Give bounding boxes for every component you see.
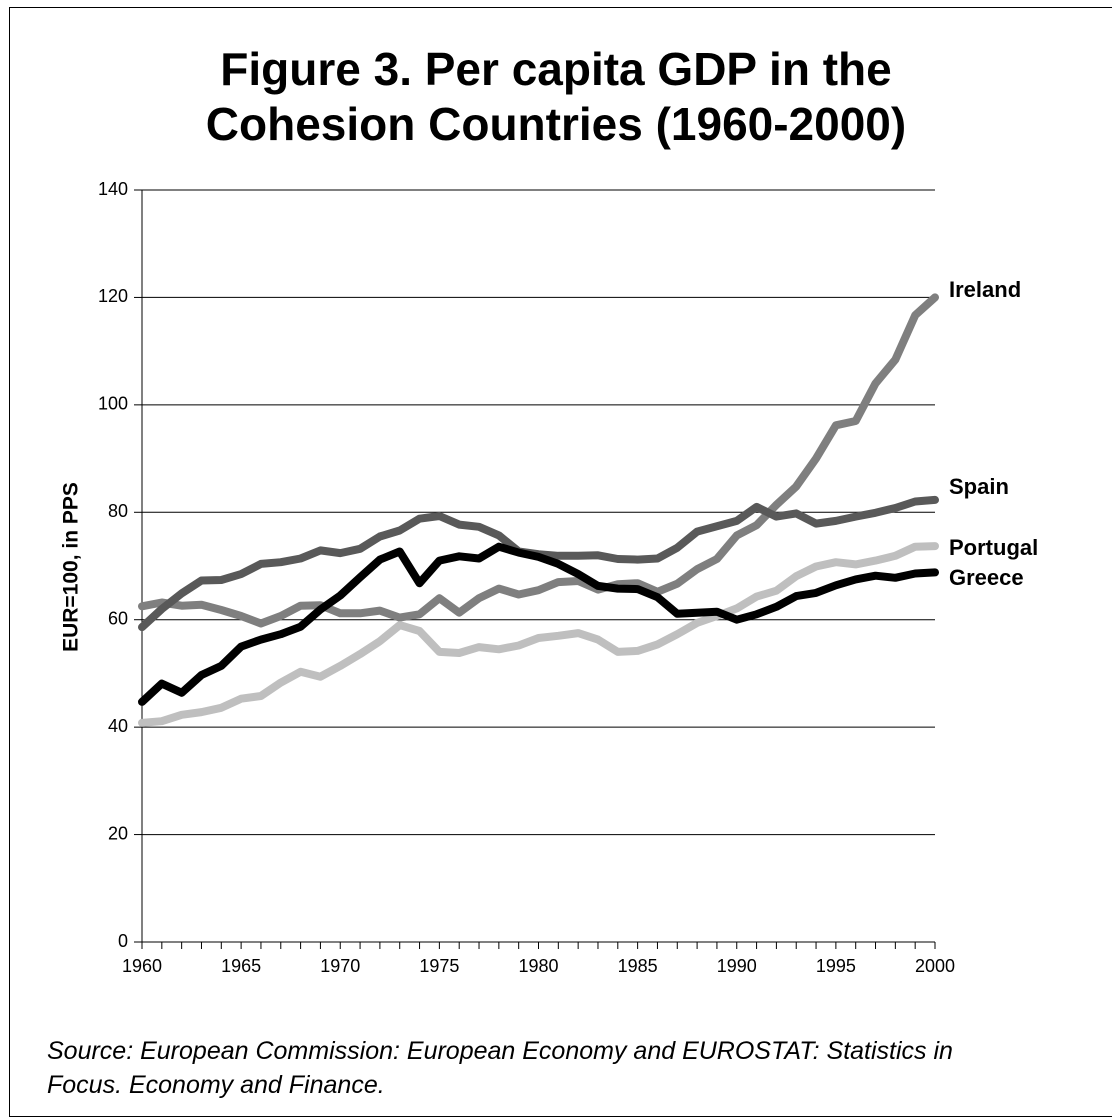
series-label-greece: Greece xyxy=(949,565,1024,590)
chart-title-line-1: Figure 3. Per capita GDP in the xyxy=(220,43,892,95)
series-line-portugal xyxy=(138,542,939,727)
series-lines xyxy=(138,293,939,727)
chart-title: Figure 3. Per capita GDP in the Cohesion… xyxy=(0,42,1112,152)
y-tick-label: 140 xyxy=(98,179,128,199)
source-note: Source: European Commission: European Ec… xyxy=(47,1034,1112,1102)
gridlines xyxy=(134,189,935,943)
series-labels: Ireland Spain Portugal Greece xyxy=(949,277,1038,590)
series-line-ireland xyxy=(138,293,939,628)
y-tick-label: 40 xyxy=(108,716,128,736)
x-tick-label: 1980 xyxy=(518,956,558,976)
source-line-2: Focus. Economy and Finance. xyxy=(47,1071,385,1099)
chart-title-line-2: Cohesion Countries (1960-2000) xyxy=(205,98,907,150)
y-tick-label: 80 xyxy=(108,501,128,521)
series-line-greece xyxy=(138,542,939,706)
y-tick-labels: 0 20 40 60 80 100 120 140 xyxy=(98,179,128,951)
x-tick-label: 1960 xyxy=(122,956,162,976)
x-tick-label: 1965 xyxy=(221,956,261,976)
y-tick-label: 120 xyxy=(98,286,128,306)
x-tick-label: 1970 xyxy=(320,956,360,976)
x-tick-label: 1990 xyxy=(717,956,757,976)
source-line-1: Source: European Commission: European Ec… xyxy=(47,1037,953,1065)
series-label-portugal: Portugal xyxy=(949,535,1038,560)
y-tick-label: 100 xyxy=(98,394,128,414)
y-tick-label: 60 xyxy=(108,608,128,628)
series-label-ireland: Ireland xyxy=(949,277,1021,302)
y-tick-label: 0 xyxy=(118,931,128,951)
y-axis-label: EUR=100, in PPS xyxy=(60,482,83,652)
series-label-spain: Spain xyxy=(949,474,1009,499)
x-tick-label: 1975 xyxy=(419,956,459,976)
x-tick-label: 2000 xyxy=(915,956,955,976)
x-tick-labels: 1960 1965 1970 1975 1980 1985 1990 1995 2000 xyxy=(122,956,955,976)
y-tick-label: 20 xyxy=(108,823,128,843)
x-tick-label: 1985 xyxy=(618,956,658,976)
axes xyxy=(141,190,936,949)
x-tick-label: 1995 xyxy=(816,956,856,976)
